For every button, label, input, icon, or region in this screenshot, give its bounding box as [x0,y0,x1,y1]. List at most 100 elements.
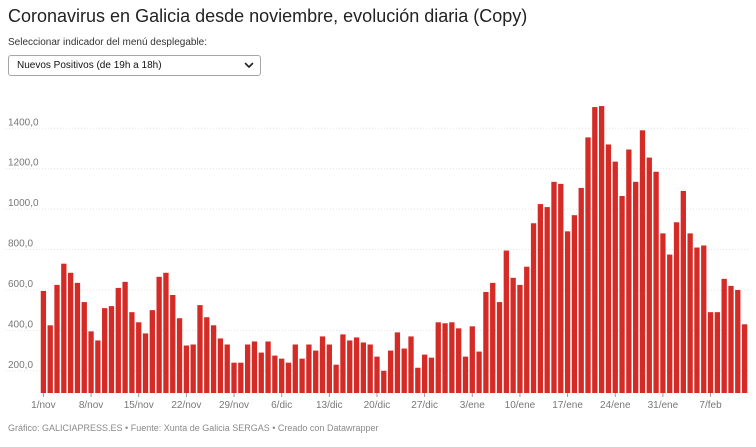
bar[interactable] [88,331,94,393]
bar[interactable] [265,341,271,393]
bar[interactable] [360,342,367,393]
bar[interactable] [612,161,618,393]
bar[interactable] [496,302,503,393]
bar[interactable] [176,318,183,393]
bar[interactable] [694,247,700,393]
bar[interactable] [279,358,285,393]
bar[interactable] [524,266,530,393]
bar[interactable] [408,336,414,393]
bar[interactable] [156,276,162,393]
bar[interactable] [490,282,496,393]
bar[interactable] [564,231,571,393]
bar[interactable] [469,326,475,393]
bar[interactable] [40,290,47,393]
bar[interactable] [462,356,469,393]
bar[interactable] [503,250,509,393]
bar[interactable] [81,302,87,393]
bar[interactable] [197,305,203,393]
bar[interactable] [476,351,482,393]
bar[interactable] [306,344,312,394]
bar[interactable] [483,291,489,393]
bar[interactable] [421,354,428,393]
bar[interactable] [347,340,353,393]
bar[interactable] [163,272,169,393]
bar[interactable] [578,187,584,393]
bar[interactable] [224,344,230,394]
bar[interactable] [231,362,237,393]
bar[interactable] [326,344,332,394]
bar[interactable] [210,325,217,393]
bar[interactable] [190,344,196,394]
bar[interactable] [74,282,81,393]
bar[interactable] [353,337,360,393]
bar[interactable] [394,332,401,393]
bar[interactable] [442,323,448,393]
bar[interactable] [537,204,544,393]
bar[interactable] [687,233,693,393]
bar[interactable] [217,338,224,393]
bar[interactable] [598,106,605,393]
bar[interactable] [204,317,210,393]
bar[interactable] [122,281,128,393]
bar[interactable] [449,322,455,393]
bar[interactable] [735,289,741,393]
bar[interactable] [319,336,326,393]
bar[interactable] [741,324,748,393]
bar[interactable] [387,350,394,393]
bar[interactable] [707,312,714,393]
bar[interactable] [517,284,523,393]
bar[interactable] [183,345,190,393]
bar[interactable] [585,137,591,393]
bar[interactable] [54,284,60,393]
bar[interactable] [544,207,550,393]
bar[interactable] [660,233,666,393]
bar[interactable] [67,272,74,393]
bar[interactable] [633,181,639,393]
bar[interactable] [238,362,244,393]
bar[interactable] [571,215,578,393]
bar[interactable] [558,183,564,393]
bar[interactable] [244,344,251,394]
bar[interactable] [292,344,298,394]
bar[interactable] [619,195,625,393]
bar[interactable] [530,223,537,393]
bar[interactable] [626,149,632,393]
bar[interactable] [340,334,346,393]
bar[interactable] [170,295,176,393]
bar[interactable] [728,285,734,393]
bar[interactable] [605,144,612,393]
bar[interactable] [510,277,516,393]
bar[interactable] [108,306,115,393]
bar[interactable] [714,312,721,393]
bar[interactable] [333,364,339,393]
bar[interactable] [285,362,292,393]
bar[interactable] [115,287,121,393]
bar[interactable] [367,344,373,394]
bar[interactable] [374,356,380,393]
bar[interactable] [551,181,557,393]
bar[interactable] [149,310,155,393]
bar[interactable] [258,352,264,393]
bar[interactable] [456,328,462,393]
bar[interactable] [129,312,135,393]
bar[interactable] [415,367,421,393]
bar[interactable] [272,355,278,393]
bar[interactable] [142,333,149,393]
bar[interactable] [401,348,407,393]
bar[interactable] [102,308,108,393]
bar[interactable] [428,357,435,393]
indicator-select[interactable]: Nuevos Positivos (de 19h a 18h) [8,55,261,76]
bar[interactable] [646,157,652,393]
bar[interactable] [721,278,727,393]
bar[interactable] [95,340,101,393]
bar[interactable] [251,341,258,393]
bar[interactable] [313,350,319,393]
bar[interactable] [667,254,673,393]
bar[interactable] [673,222,680,393]
bar[interactable] [299,358,305,393]
bar[interactable] [435,322,441,393]
bar[interactable] [680,190,686,393]
bar[interactable] [592,107,598,393]
bar[interactable] [47,325,53,393]
bar[interactable] [61,263,67,393]
